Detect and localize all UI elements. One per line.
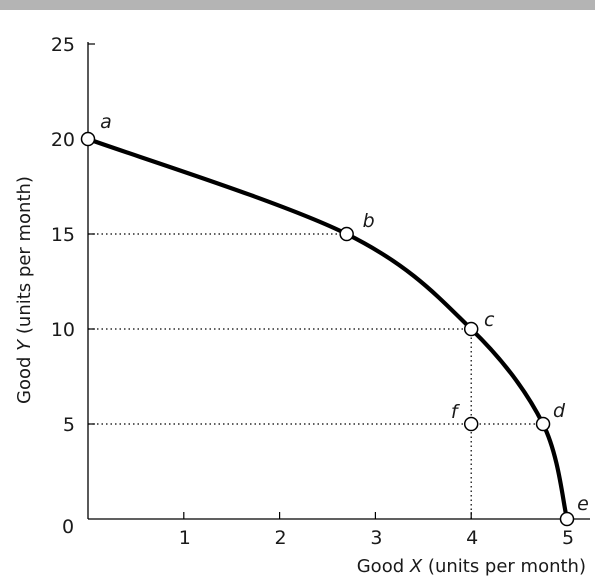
ppf-curve-layer [85,136,570,522]
x-tick-label: 1 [179,527,191,549]
origin-label: 0 [62,516,74,538]
y-axis-label-prefix: Good [14,351,35,404]
y-tick-label: 5 [63,414,75,436]
x-axis-label-prefix: Good [357,556,410,577]
y-tick-label: 20 [51,129,75,151]
point-marker-c [463,321,479,337]
x-tick-label: 3 [370,527,382,549]
point-label-b: b [363,210,375,232]
point-label-c: c [484,309,495,331]
point-marker-b [339,226,354,242]
point-label-d: d [553,400,566,422]
dotted-guides [88,233,544,519]
top-banner-bar [0,0,595,10]
ppf-curve-line [85,136,570,522]
y-axis-label: Good Y (units per month) [14,176,35,404]
y-tick-label: 10 [51,319,75,341]
y-axis-label-suffix: (units per month) [14,176,35,340]
y-axis-label-var: Y [14,338,35,351]
y-tick-label: 15 [51,224,75,246]
point-marker-e [559,511,575,527]
point-marker-d [535,416,551,432]
x-axis-label: Good X (units per month) [357,556,586,577]
axes [87,42,590,520]
x-tick-label: 4 [466,527,478,549]
point-label-e: e [577,493,589,515]
axis-ticks: 1 2 3 4 5 5 10 15 20 25 [51,34,574,549]
x-tick-label: 5 [562,527,574,549]
x-axis-label-var: X [409,556,423,577]
x-tick-label: 2 [275,527,287,549]
point-marker-a [80,131,96,147]
point-label-a: a [100,111,112,133]
point-markers: a b c d e f [80,111,589,527]
y-tick-label: 25 [51,34,75,56]
point-label-f: f [451,401,461,423]
x-axis-label-suffix: (units per month) [422,556,586,577]
point-marker-f [463,416,479,432]
